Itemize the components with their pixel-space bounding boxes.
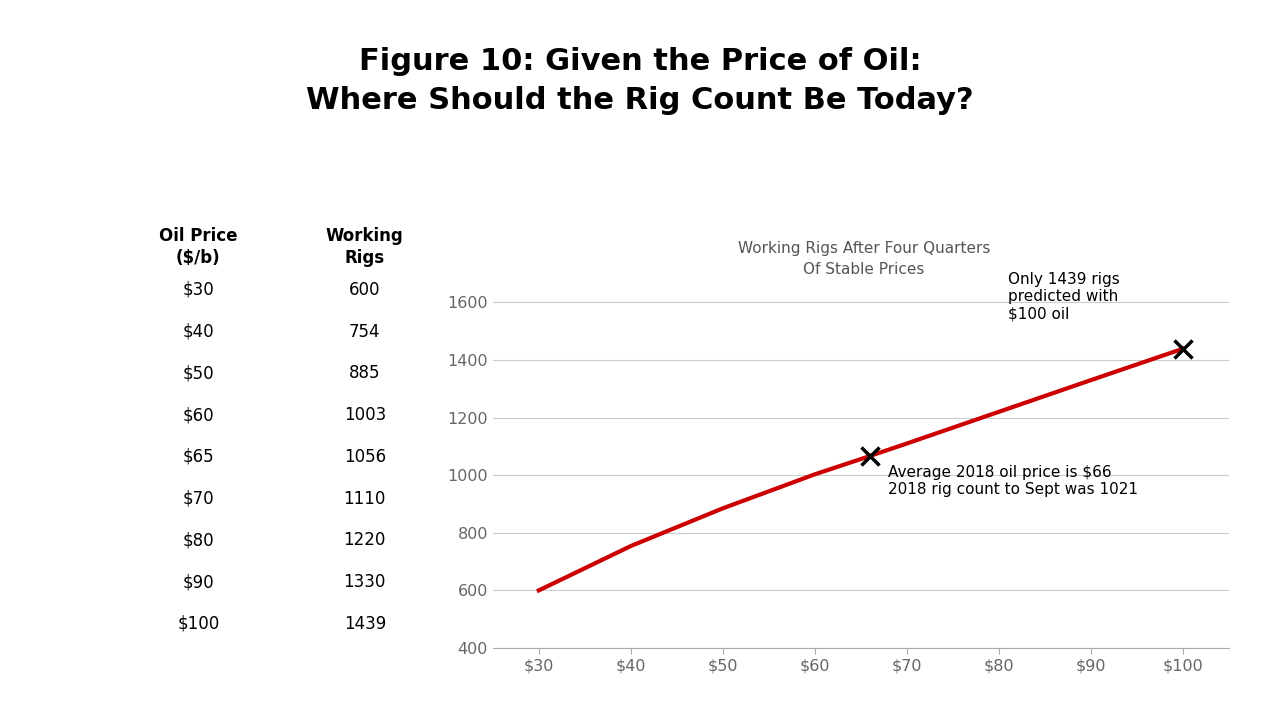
Text: $90: $90	[183, 573, 214, 591]
Text: Where Should the Rig Count Be Today?: Where Should the Rig Count Be Today?	[306, 86, 974, 115]
Text: Figure 10: Given the Price of Oil:: Figure 10: Given the Price of Oil:	[358, 47, 922, 76]
Text: 600: 600	[349, 281, 380, 299]
Text: $40: $40	[183, 323, 214, 341]
Text: 1056: 1056	[344, 448, 385, 466]
Text: 1220: 1220	[343, 531, 387, 549]
Text: 754: 754	[349, 323, 380, 341]
Text: $65: $65	[183, 448, 214, 466]
Text: Only 1439 rigs
predicted with
$100 oil: Only 1439 rigs predicted with $100 oil	[1009, 271, 1120, 321]
Text: 1003: 1003	[343, 406, 387, 424]
Text: Average 2018 oil price is $66
2018 rig count to Sept was 1021: Average 2018 oil price is $66 2018 rig c…	[888, 464, 1138, 497]
Text: $70: $70	[183, 490, 214, 508]
Text: $30: $30	[183, 281, 214, 299]
Text: 1330: 1330	[343, 573, 387, 591]
Text: $80: $80	[183, 531, 214, 549]
Text: 885: 885	[349, 364, 380, 382]
Text: Oil Price
($/b): Oil Price ($/b)	[159, 227, 238, 267]
Text: 1110: 1110	[343, 490, 387, 508]
Text: $100: $100	[177, 615, 220, 633]
Text: 1439: 1439	[343, 615, 387, 633]
Text: Of Stable Prices: Of Stable Prices	[804, 262, 924, 277]
Text: Working Rigs After Four Quarters: Working Rigs After Four Quarters	[737, 240, 991, 256]
Text: $60: $60	[183, 406, 214, 424]
Text: Working
Rigs: Working Rigs	[326, 227, 403, 267]
Text: $50: $50	[183, 364, 214, 382]
